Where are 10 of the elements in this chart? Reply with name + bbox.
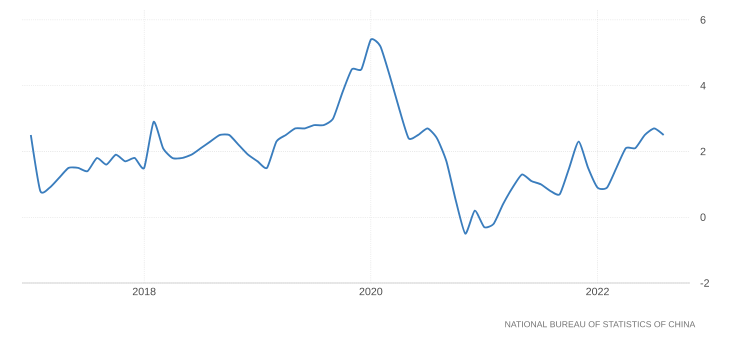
y-tick-label: 4 [700,82,706,90]
y-tick-label: 2 [700,148,706,156]
x-tick-label: 2018 [132,288,156,296]
text: NATIONAL BUREAU OF STATISTICS OF CHINA [505,321,696,328]
x-tick-label: 2022 [586,288,609,296]
y-tick-label: 0 [700,213,706,221]
line-series [30,38,665,235]
y-tick-label: -2 [700,279,709,287]
y-tick-label: 6 [700,16,706,24]
x-tick-label: 2020 [360,288,382,296]
